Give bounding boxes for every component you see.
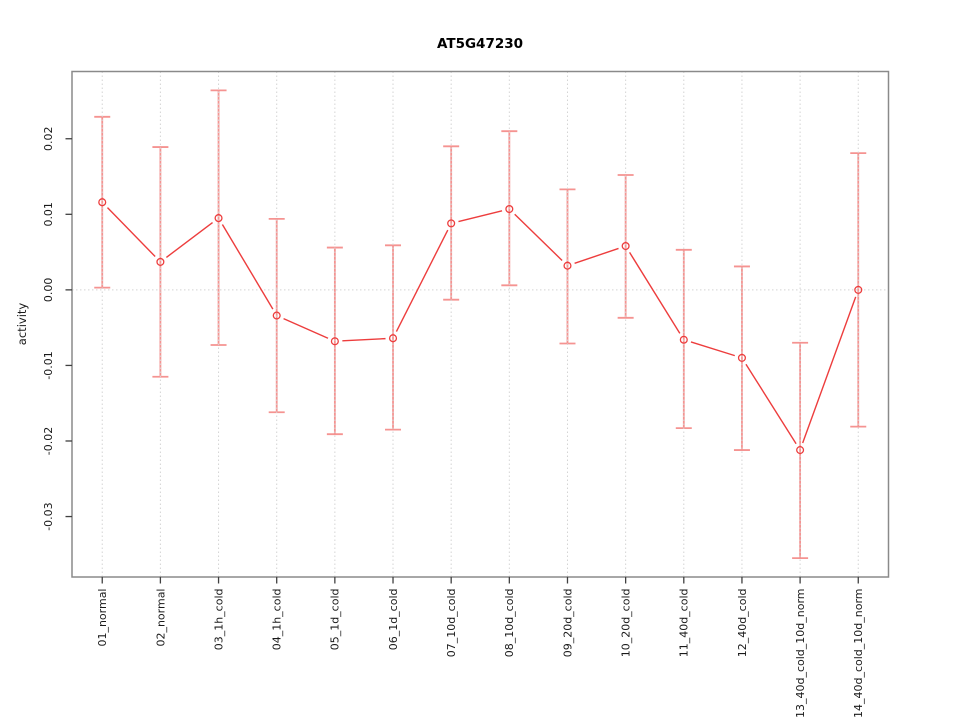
series-segment bbox=[221, 224, 274, 310]
x-axis-tick-label: 06_1d_cold bbox=[387, 589, 400, 651]
y-axis-tick-label: 0.02 bbox=[42, 126, 55, 151]
x-axis-tick-label: 07_10d_cold bbox=[445, 589, 458, 658]
series-segment bbox=[690, 341, 735, 357]
x-axis-tick-label: 14_40d_cold_10d_norm bbox=[852, 589, 865, 719]
data-point-marker bbox=[447, 219, 456, 228]
series-segment bbox=[165, 222, 213, 258]
y-axis-tick-label: -0.03 bbox=[42, 502, 55, 530]
y-axis-tick-label: 0.01 bbox=[42, 202, 55, 227]
x-axis-tick-label: 03_1h_cold bbox=[212, 589, 225, 651]
x-axis-tick-label: 08_10d_cold bbox=[503, 589, 516, 658]
x-axis-tick-label: 01_normal bbox=[96, 589, 109, 647]
series-segment bbox=[342, 337, 386, 342]
x-axis-tick-label: 09_20d_cold bbox=[561, 589, 574, 658]
data-point-marker bbox=[98, 198, 107, 207]
x-axis-tick-label: 05_1d_cold bbox=[329, 589, 342, 651]
plot-border bbox=[71, 70, 890, 578]
axes-layer: -0.03 -0.02 -0.01 0.00 0.01 0.02 01_normal 02_n… bbox=[42, 70, 890, 719]
data-point-marker bbox=[621, 241, 630, 251]
x-axis-tick-label: 04_1h_cold bbox=[271, 589, 284, 651]
data-point-marker bbox=[854, 285, 863, 294]
data-point-marker bbox=[214, 214, 223, 223]
series-segment bbox=[106, 207, 156, 258]
series-segment bbox=[574, 247, 619, 264]
data-point-marker bbox=[272, 311, 281, 320]
data-point-marker bbox=[679, 335, 688, 344]
x-axis-tick-label: 11_40d_cold bbox=[678, 589, 691, 658]
series-segment bbox=[802, 296, 857, 444]
grid-layer bbox=[72, 71, 889, 577]
x-axis-tick-label: 13_40d_cold_10d_norm bbox=[794, 589, 807, 719]
data-point-marker bbox=[156, 257, 165, 266]
y-axis-tick-label: -0.02 bbox=[42, 427, 55, 455]
x-axis-tick-label: 12_40d_cold bbox=[736, 589, 749, 658]
x-axis-tick-label: 10_20d_cold bbox=[619, 589, 632, 658]
y-axis-label: activity bbox=[15, 303, 29, 346]
data-point-marker bbox=[563, 261, 572, 270]
data-point-marker bbox=[505, 204, 514, 214]
y-axis-tick-label: 0.00 bbox=[42, 278, 55, 303]
data-point-marker bbox=[737, 353, 746, 362]
series-segment bbox=[628, 252, 681, 334]
data-point-marker bbox=[388, 334, 398, 343]
series-segment bbox=[745, 363, 797, 445]
series-segment bbox=[283, 317, 329, 339]
series-segment bbox=[395, 229, 449, 332]
series-segment bbox=[458, 210, 503, 223]
series-segment bbox=[514, 213, 563, 261]
data-point-marker bbox=[796, 446, 805, 455]
error-bars-layer bbox=[94, 89, 867, 560]
chart-title: AT5G47230 bbox=[437, 36, 523, 52]
data-point-marker bbox=[330, 337, 339, 346]
y-axis-tick-label: -0.01 bbox=[42, 351, 55, 379]
data-points-layer bbox=[98, 198, 863, 455]
series-line-layer bbox=[106, 207, 857, 445]
x-axis-tick-label: 02_normal bbox=[154, 589, 167, 647]
